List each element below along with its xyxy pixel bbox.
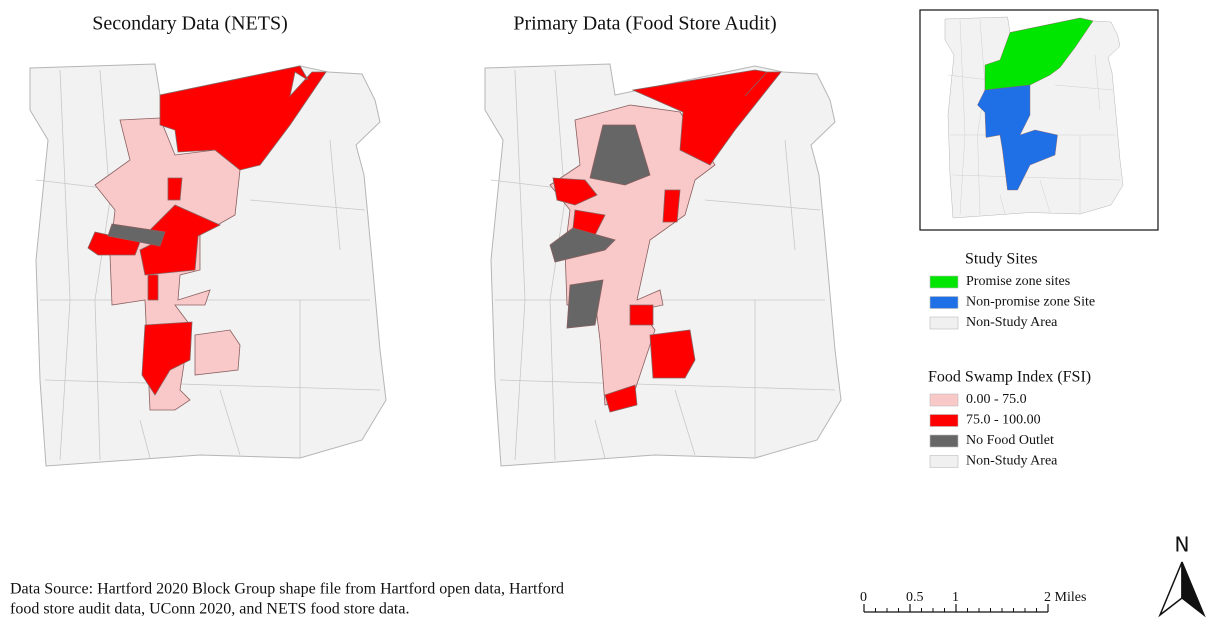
- no-outlet-region: [566, 279, 604, 329]
- legend-swatch: [929, 275, 959, 289]
- north-label: N: [1175, 533, 1190, 557]
- fsi-high-region: [662, 189, 681, 223]
- north-arrow: [1158, 561, 1183, 618]
- legend-label: No Food Outlet: [966, 433, 1054, 448]
- inset-map: [944, 16, 1124, 219]
- fsi-high-region: [604, 384, 638, 413]
- legend-label: Non-Study Area: [966, 315, 1058, 330]
- legend-label: Non-promise zone Site: [966, 295, 1095, 310]
- fsi-high-region: [141, 321, 193, 396]
- map-primary: [484, 63, 842, 467]
- fsi-high-region: [631, 69, 782, 166]
- legends: Study Sites Promise zone sites Non-promise…: [928, 251, 1095, 469]
- no-outlet-region: [589, 124, 651, 186]
- fsi-low-region: [194, 329, 241, 376]
- legend-swatch: [929, 316, 959, 330]
- legend-title: Study Sites: [965, 251, 1037, 268]
- legend-swatch: [929, 414, 959, 427]
- fsi-high-region: [649, 329, 696, 379]
- map-title: Secondary Data (NETS): [92, 13, 288, 35]
- north-arrow: [1181, 561, 1206, 618]
- no-outlet-region: [107, 223, 166, 247]
- scale-label: 2 Miles: [1044, 590, 1086, 605]
- legend-label: Non-Study Area: [966, 454, 1058, 469]
- fsi-high-region: [159, 65, 327, 171]
- scale-bar: 0 0.5 1 2 Miles: [860, 590, 1086, 613]
- legend-title: Food Swamp Index (FSI): [928, 369, 1091, 386]
- promise-zone: [984, 17, 1094, 91]
- legend-swatch: [929, 434, 959, 448]
- fsi-high-region: [629, 304, 654, 326]
- fsi-high-region: [552, 177, 598, 206]
- map-secondary: [29, 63, 387, 467]
- legend-label: 0.00 - 75.0: [966, 392, 1027, 407]
- fsi-high-region: [167, 177, 183, 201]
- data-source: Data Source: Hartford 2020 Block Group s…: [10, 581, 564, 618]
- legend-swatch: [929, 296, 959, 309]
- scale-label: 1: [952, 590, 959, 605]
- legend-swatch: [929, 393, 959, 407]
- source-line: food store audit data, UConn 2020, and N…: [10, 601, 409, 618]
- scale-label: 0: [860, 590, 867, 605]
- map-title: Primary Data (Food Store Audit): [513, 13, 776, 35]
- fsi-high-region: [147, 274, 159, 301]
- source-line: Data Source: Hartford 2020 Block Group s…: [10, 581, 564, 598]
- legend-label: Promise zone sites: [966, 274, 1070, 289]
- legend-label: 75.0 - 100.00: [966, 413, 1041, 428]
- legend-swatch: [929, 455, 959, 468]
- no-outlet-region: [549, 227, 616, 263]
- non-promise-zone: [977, 84, 1058, 191]
- scale-label: 0.5: [906, 590, 924, 605]
